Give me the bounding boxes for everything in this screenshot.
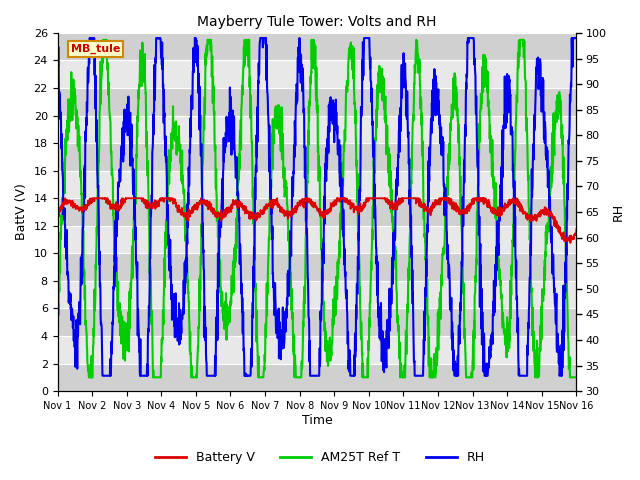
Bar: [58, 116, 577, 143]
Bar: [58, 253, 577, 281]
Bar: [58, 88, 577, 116]
Y-axis label: RH: RH: [612, 203, 625, 221]
Y-axis label: BattV (V): BattV (V): [15, 183, 28, 240]
X-axis label: Time: Time: [301, 414, 332, 427]
Bar: [58, 226, 577, 253]
Text: MB_tule: MB_tule: [70, 44, 120, 54]
Legend: Battery V, AM25T Ref T, RH: Battery V, AM25T Ref T, RH: [150, 446, 490, 469]
Bar: [58, 198, 577, 226]
Bar: [58, 363, 577, 391]
Bar: [58, 336, 577, 363]
Bar: [58, 309, 577, 336]
Title: Mayberry Tule Tower: Volts and RH: Mayberry Tule Tower: Volts and RH: [197, 15, 436, 29]
Bar: [58, 143, 577, 171]
Bar: [58, 60, 577, 88]
Bar: [58, 33, 577, 60]
Bar: [58, 281, 577, 309]
Bar: [58, 171, 577, 198]
